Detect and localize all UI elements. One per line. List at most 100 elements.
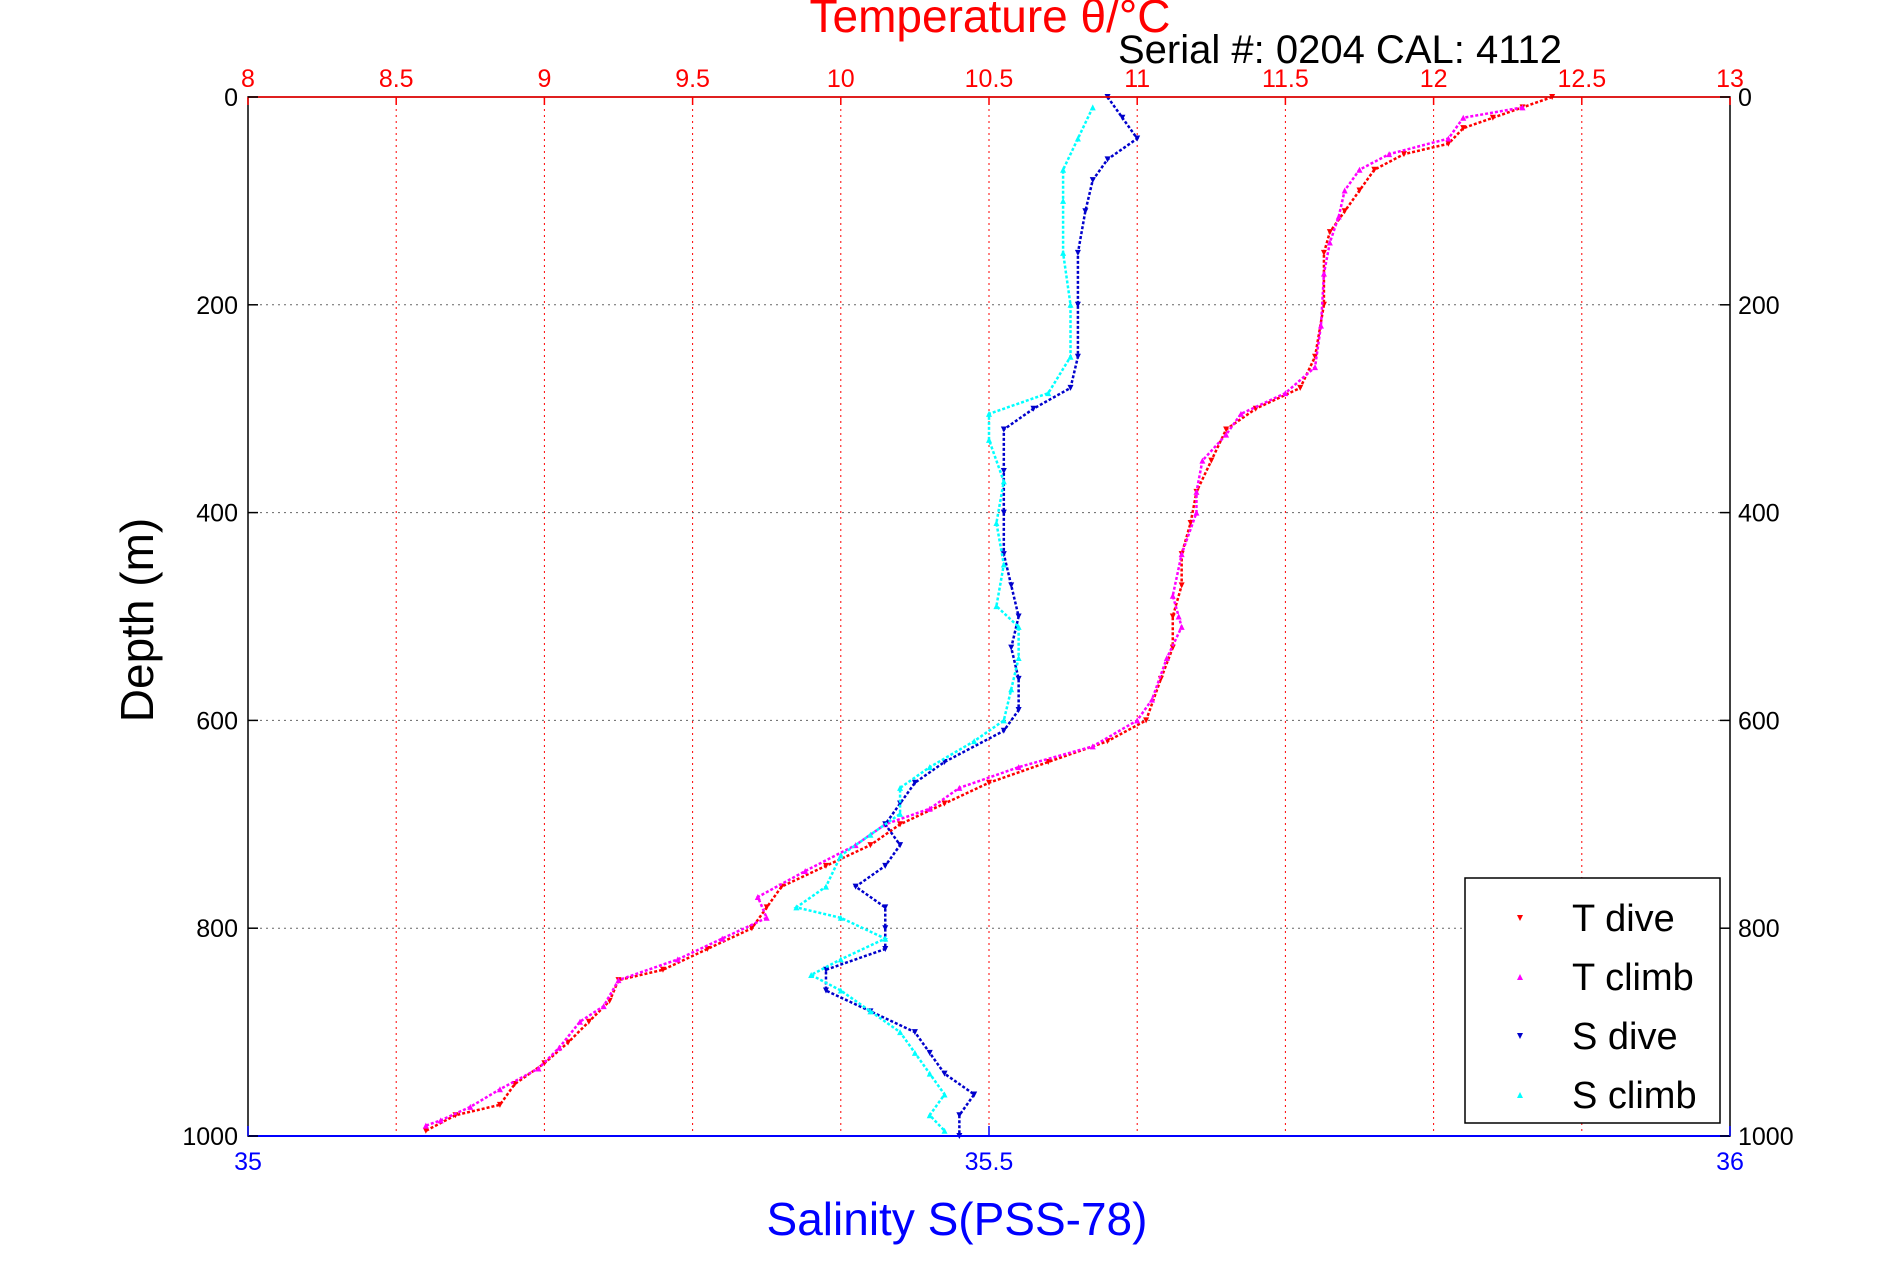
data-point-t-climb [719,935,726,942]
data-point-t-dive [1297,384,1304,391]
data-point-t-dive [897,821,904,828]
data-point-s-dive [882,904,889,911]
data-point-t-climb [1341,187,1348,194]
data-point-s-dive [822,966,829,973]
data-point-t-climb [1223,431,1230,438]
data-point-s-dive [897,800,904,807]
depth-tick-label-left: 800 [196,915,238,943]
data-point-s-dive [956,1112,963,1119]
data-point-t-climb [1178,551,1185,558]
top-tick-label: 12 [1420,65,1448,93]
data-point-s-dive [1074,301,1081,308]
data-point-s-dive [1067,384,1074,391]
depth-tick-label-right: 800 [1738,915,1780,943]
data-point-t-dive [496,1101,503,1108]
data-point-s-climb [1089,104,1096,111]
data-point-s-climb [867,831,874,838]
data-point-s-climb [897,784,904,791]
data-point-t-climb [763,914,770,921]
data-point-s-dive [1104,156,1111,163]
depth-tick-label-left: 200 [196,292,238,320]
data-point-s-climb [837,987,844,994]
data-point-s-climb [793,904,800,911]
data-point-s-climb [867,1008,874,1015]
depth-tick-label-left: 0 [224,84,238,112]
data-point-s-dive [1000,509,1007,516]
data-point-t-dive [822,862,829,869]
x-axis-label-salinity: Salinity S(PSS-78) [767,1193,1148,1245]
data-point-t-dive [941,800,948,807]
legend-marker-s-climb [1517,1092,1523,1098]
data-point-t-dive [659,966,666,973]
series-trace-t-climb [425,106,1523,1127]
data-point-s-dive [1015,613,1022,620]
data-point-s-dive [822,987,829,994]
data-point-s-dive [1015,707,1022,714]
data-point-t-climb [1015,764,1022,771]
data-point-s-dive [1030,405,1037,412]
top-tick-label: 10.5 [965,65,1014,93]
data-point-s-dive [926,1049,933,1056]
data-point-s-climb [897,1029,904,1036]
data-point-s-climb [971,738,978,745]
data-point-t-climb [1356,166,1363,173]
bottom-tick-label: 36 [1716,1148,1744,1176]
data-point-t-climb [1317,322,1324,329]
data-point-s-dive [1119,114,1126,121]
data-point-s-climb [1000,478,1007,485]
legend-marker-t-climb [1517,974,1523,980]
data-point-s-climb [926,1070,933,1077]
data-point-t-climb [1386,151,1393,158]
data-point-t-climb [535,1065,542,1072]
depth-tick-label-right: 1000 [1738,1123,1794,1151]
depth-tick-label-left: 1000 [182,1123,238,1151]
depth-tick-label-right: 0 [1738,84,1752,112]
data-point-t-climb [615,977,622,984]
data-point-s-climb [1060,197,1067,204]
data-point-s-climb [993,519,1000,526]
top-tick-label: 13 [1716,65,1744,93]
depth-tick-label-right: 400 [1738,500,1780,528]
series-s-climb [793,104,1096,1134]
data-point-s-dive [1008,582,1015,589]
legend-items: T dive T climb S dive S climb [1517,898,1697,1117]
data-point-s-climb [1074,135,1081,142]
data-point-t-dive [1208,457,1215,464]
data-point-t-climb [1193,488,1200,495]
data-point-s-climb [882,935,889,942]
data-point-t-dive [986,779,992,786]
data-point-t-dive [1223,426,1230,433]
data-point-s-climb [926,1112,933,1119]
data-point-t-dive [1371,166,1378,173]
data-point-s-dive [1074,353,1081,360]
chart-subtitle: Serial #: 0204 CAL: 4112 [1118,28,1562,72]
data-point-t-climb [576,1018,583,1025]
data-point-t-dive [1445,140,1452,147]
data-point-t-dive [585,1018,592,1025]
data-point-t-climb [1312,364,1319,371]
data-point-t-climb [1134,717,1141,724]
data-point-t-dive [1489,114,1496,121]
legend-label-s-dive: S dive [1572,1016,1678,1058]
data-point-s-climb [1067,301,1074,308]
grid-layer [248,97,1730,1136]
data-point-s-climb [926,764,933,771]
data-point-t-dive [1356,187,1363,194]
data-point-s-climb [911,1049,918,1056]
data-point-s-dive [852,883,859,890]
chart-title: Temperature θ/°C [810,0,1171,42]
data-point-t-dive [1169,613,1176,620]
data-point-s-climb [993,603,1000,610]
data-point-s-climb [1015,655,1022,662]
data-point-t-climb [674,956,681,963]
data-point-t-climb [556,1044,563,1051]
legend-label-t-dive: T dive [1572,898,1675,940]
data-point-s-climb [837,914,844,921]
data-point-s-dive [971,1091,978,1098]
data-point-s-dive [1000,551,1007,558]
data-point-t-dive [1460,125,1467,132]
data-point-s-climb [837,956,844,963]
data-point-s-climb [1000,561,1007,568]
data-point-s-climb [1015,623,1022,630]
